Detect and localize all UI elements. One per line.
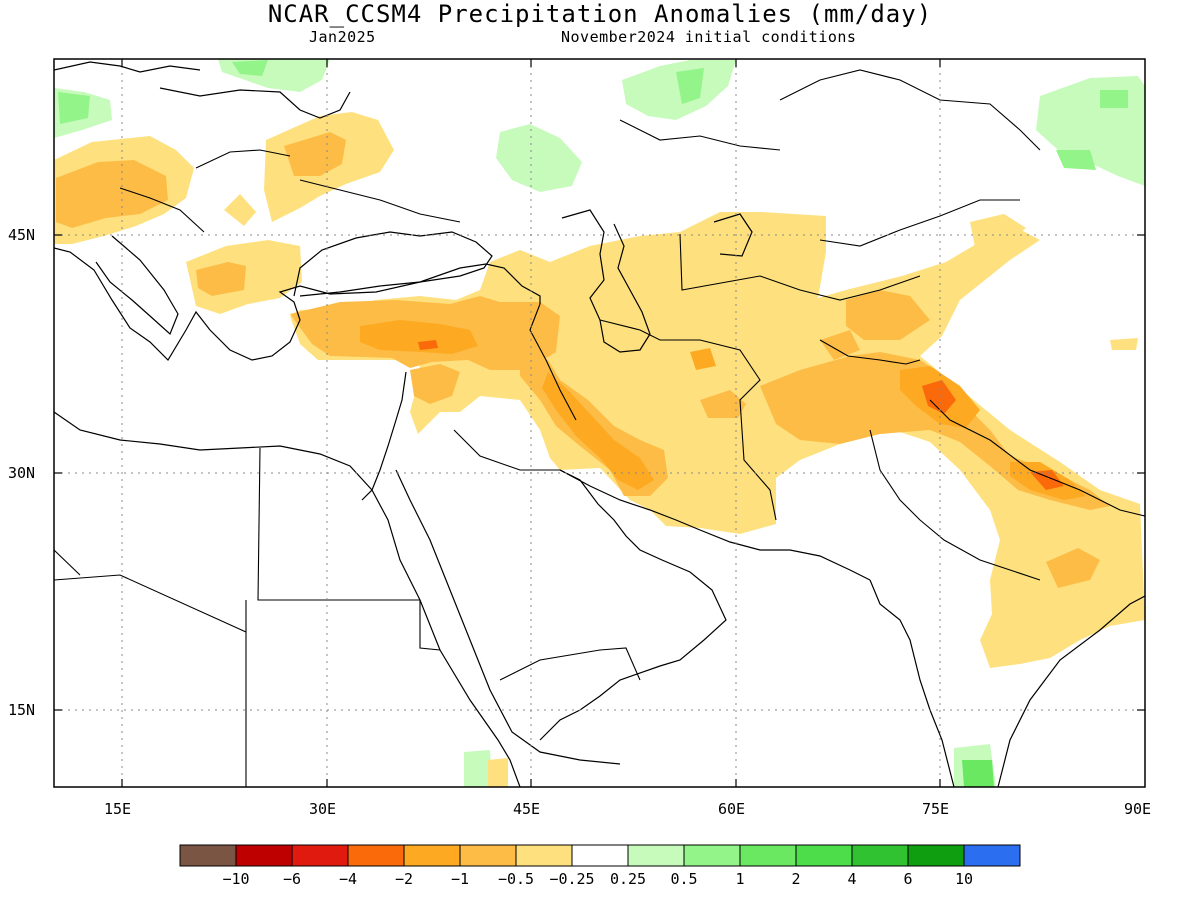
wet-patch-ne-inner2 bbox=[1056, 150, 1096, 170]
colorbar-swatch bbox=[347, 844, 405, 867]
dry-patch-hungary bbox=[196, 262, 246, 296]
wet-patch-west-inner bbox=[58, 92, 90, 124]
wet-patch-siberia-inner bbox=[676, 68, 704, 104]
dry-patch-mongolia bbox=[970, 214, 1026, 252]
gridlines bbox=[54, 59, 1145, 787]
baltic-coast bbox=[159, 87, 351, 119]
north-africa bbox=[54, 411, 373, 491]
dry-patch-north-india-small bbox=[1110, 338, 1138, 350]
lon-label-30e: 30E bbox=[309, 800, 337, 818]
colorbar-label: −0.25 bbox=[549, 870, 595, 888]
dry-max-turkey bbox=[418, 340, 438, 350]
colorbar-label: 1 bbox=[735, 870, 745, 888]
colorbar-swatch bbox=[683, 844, 741, 867]
dry-patch-syria-coast bbox=[410, 364, 460, 404]
aral-sea bbox=[713, 213, 753, 257]
dry-max-nepal bbox=[1030, 470, 1064, 490]
colorbar-swatch bbox=[795, 844, 853, 867]
borders bbox=[54, 69, 1145, 787]
map-title: NCAR_CCSM4 Precipitation Anomalies (mm/d… bbox=[267, 0, 933, 28]
europe-coast bbox=[54, 247, 541, 361]
colorbar bbox=[179, 844, 1021, 867]
colorbar-label: −4 bbox=[338, 870, 358, 888]
colorbar-swatch bbox=[291, 844, 349, 867]
dry-core-small-iran bbox=[690, 348, 716, 370]
dry-patch-yemen bbox=[488, 758, 508, 787]
colorbar-label: 6 bbox=[903, 870, 913, 888]
lat-label-45n: 45N bbox=[8, 226, 36, 244]
lon-label-75e: 75E bbox=[922, 800, 950, 818]
initial-conditions: November2024 initial conditions bbox=[561, 28, 857, 46]
wet-patch-caspian-north bbox=[496, 124, 582, 192]
colorbar-label: −2 bbox=[394, 870, 414, 888]
lon-label-60e: 60E bbox=[718, 800, 746, 818]
tick-marks bbox=[54, 59, 1145, 787]
colorbar-swatch bbox=[739, 844, 797, 867]
dry-patch-afghan-north bbox=[820, 330, 860, 360]
colorbar-label: −10 bbox=[222, 870, 250, 888]
colorbar-label: 0.25 bbox=[609, 870, 647, 888]
colorbar-swatch bbox=[235, 844, 293, 867]
dry-core-turkey bbox=[360, 320, 478, 354]
red-sea-east bbox=[395, 469, 621, 765]
black-sea bbox=[293, 231, 493, 297]
lon-label-90e: 90E bbox=[1124, 800, 1152, 818]
colorbar-swatch bbox=[907, 844, 965, 867]
dry-patch-india-central bbox=[1046, 548, 1100, 588]
persian-gulf-north bbox=[559, 469, 871, 581]
dry-patch-iran-east bbox=[700, 390, 746, 418]
colorbar-swatch bbox=[627, 844, 685, 867]
wet-patch-north-inner bbox=[232, 60, 268, 76]
map-frame bbox=[53, 58, 1146, 788]
colorbar-swatch bbox=[179, 844, 237, 867]
dry-max-kashmir bbox=[922, 380, 956, 414]
forecast-month: Jan2025 bbox=[309, 28, 376, 46]
wet-patch-northeast-inner bbox=[1100, 90, 1128, 108]
colorbar-label: −0.5 bbox=[497, 870, 535, 888]
colorbar-swatch bbox=[515, 844, 573, 867]
wet-patch-red-sea bbox=[464, 750, 492, 787]
colorbar-label: −1 bbox=[450, 870, 470, 888]
italy bbox=[95, 235, 179, 336]
red-sea-west bbox=[371, 489, 521, 787]
dry-patch-caspian bbox=[630, 270, 674, 300]
colorbar-swatch bbox=[403, 844, 461, 867]
dry-patch-nw-ukraine bbox=[224, 194, 256, 226]
wet-patch-siberia bbox=[622, 60, 736, 120]
colorbar-swatch bbox=[851, 844, 909, 867]
dry-core-iran bbox=[542, 372, 654, 490]
lat-label-30n: 30N bbox=[8, 464, 36, 482]
colorbar-swatch bbox=[459, 844, 517, 867]
anomaly-shading bbox=[54, 59, 1145, 787]
arctic-coast bbox=[54, 61, 201, 73]
lon-label-15e: 15E bbox=[104, 800, 132, 818]
colorbar-label: −6 bbox=[282, 870, 302, 888]
wet-patch-sri-lanka-inner bbox=[962, 760, 994, 787]
lat-label-15n: 15N bbox=[8, 701, 36, 719]
arabia-gulf bbox=[539, 469, 727, 741]
colorbar-label: 4 bbox=[847, 870, 857, 888]
india-west-coast bbox=[869, 579, 955, 787]
colorbar-label: 2 bbox=[791, 870, 801, 888]
colorbar-label: 10 bbox=[954, 870, 974, 888]
dry-patch-alps bbox=[56, 160, 168, 228]
levant-coast bbox=[361, 371, 407, 501]
colorbar-label: 0.5 bbox=[670, 870, 698, 888]
colorbar-swatch bbox=[571, 844, 629, 867]
caspian-sea bbox=[561, 209, 651, 353]
dry-patch-pakistan-north bbox=[846, 290, 930, 340]
dry-patch-east-europe-inner bbox=[284, 132, 346, 176]
colorbar-swatch bbox=[963, 844, 1021, 867]
lon-label-45e: 45E bbox=[513, 800, 541, 818]
india-east-coast bbox=[997, 595, 1145, 787]
